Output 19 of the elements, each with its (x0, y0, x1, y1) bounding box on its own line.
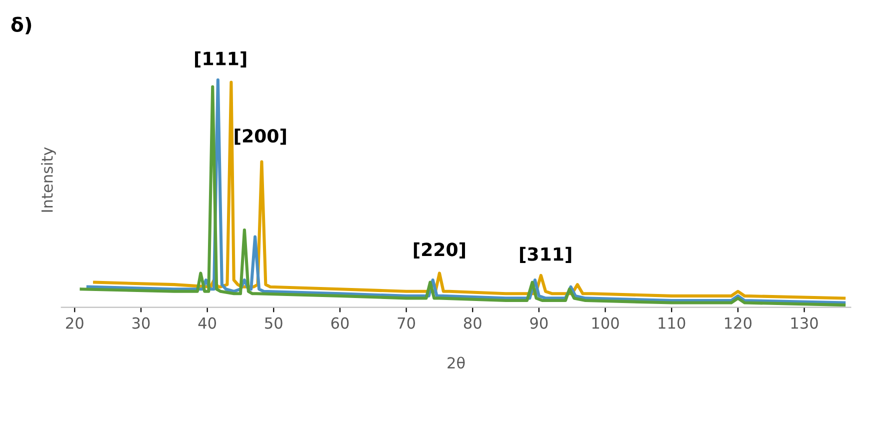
x-tick-label: 20 (66, 317, 84, 329)
x-tick-label: 90 (530, 317, 548, 329)
x-tick-label: 30 (132, 317, 150, 329)
x-tick-label: 100 (592, 317, 619, 329)
y-axis-title: Intensity (41, 147, 56, 212)
x-tick-label: 70 (398, 317, 415, 329)
x-tick-label: 60 (331, 317, 349, 329)
annotation: [311] (520, 246, 572, 263)
annotation: [200] (234, 128, 286, 145)
x-tick-label: 130 (791, 317, 818, 329)
x-tick-label: 40 (198, 317, 216, 329)
x-axis-title: 2θ (448, 356, 465, 369)
x-tick-label: 80 (464, 317, 482, 329)
x-tick-label: 110 (658, 317, 686, 329)
annotation: [220] (414, 242, 466, 258)
x-tick-label: 120 (725, 317, 752, 329)
annotation: [111] (195, 51, 246, 68)
x-tick-label: 50 (265, 317, 282, 329)
chart-title: δ) (11, 16, 32, 34)
